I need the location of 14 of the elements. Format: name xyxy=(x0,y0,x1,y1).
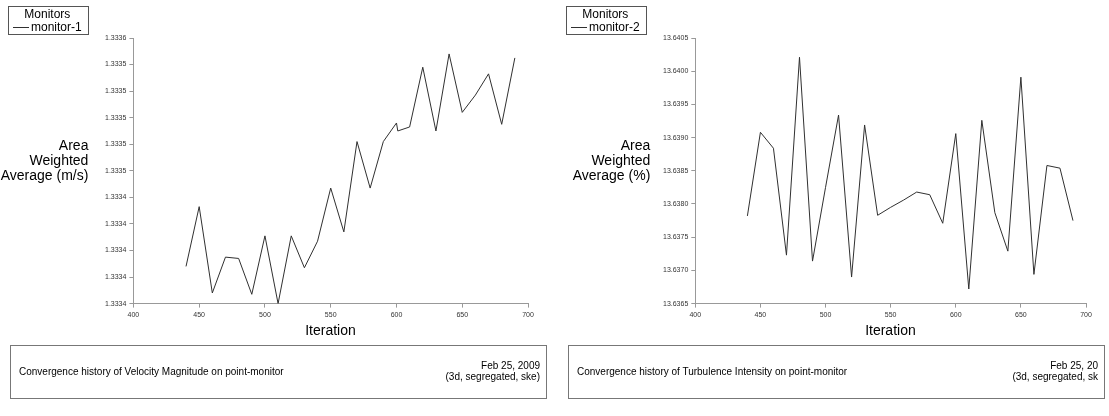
legend-label: monitor-1 xyxy=(30,20,82,34)
text: Feb 25, 2009 xyxy=(481,360,540,371)
text: (3d, segregated, sk xyxy=(1012,371,1098,382)
text: Convergence history of Velocity Magnitude on point-monitor xyxy=(19,366,284,377)
legend-title: Monitors xyxy=(23,7,72,21)
y-axis-title: Area Weighted Average (%) xyxy=(571,137,651,183)
text: Convergence history of Turbulence Intensity on point-monitor xyxy=(577,366,848,377)
legend-label: monitor-2 xyxy=(588,20,640,34)
text: (3d, segregated, ske) xyxy=(445,371,540,382)
y-axis-title: Area Weighted Average (m/s) xyxy=(0,137,89,183)
x-axis-title: Iteration xyxy=(305,322,356,338)
legend-title: Monitors xyxy=(581,7,630,21)
text: Feb 25, 20 xyxy=(1050,360,1098,371)
x-axis-title: Iteration xyxy=(865,322,916,338)
